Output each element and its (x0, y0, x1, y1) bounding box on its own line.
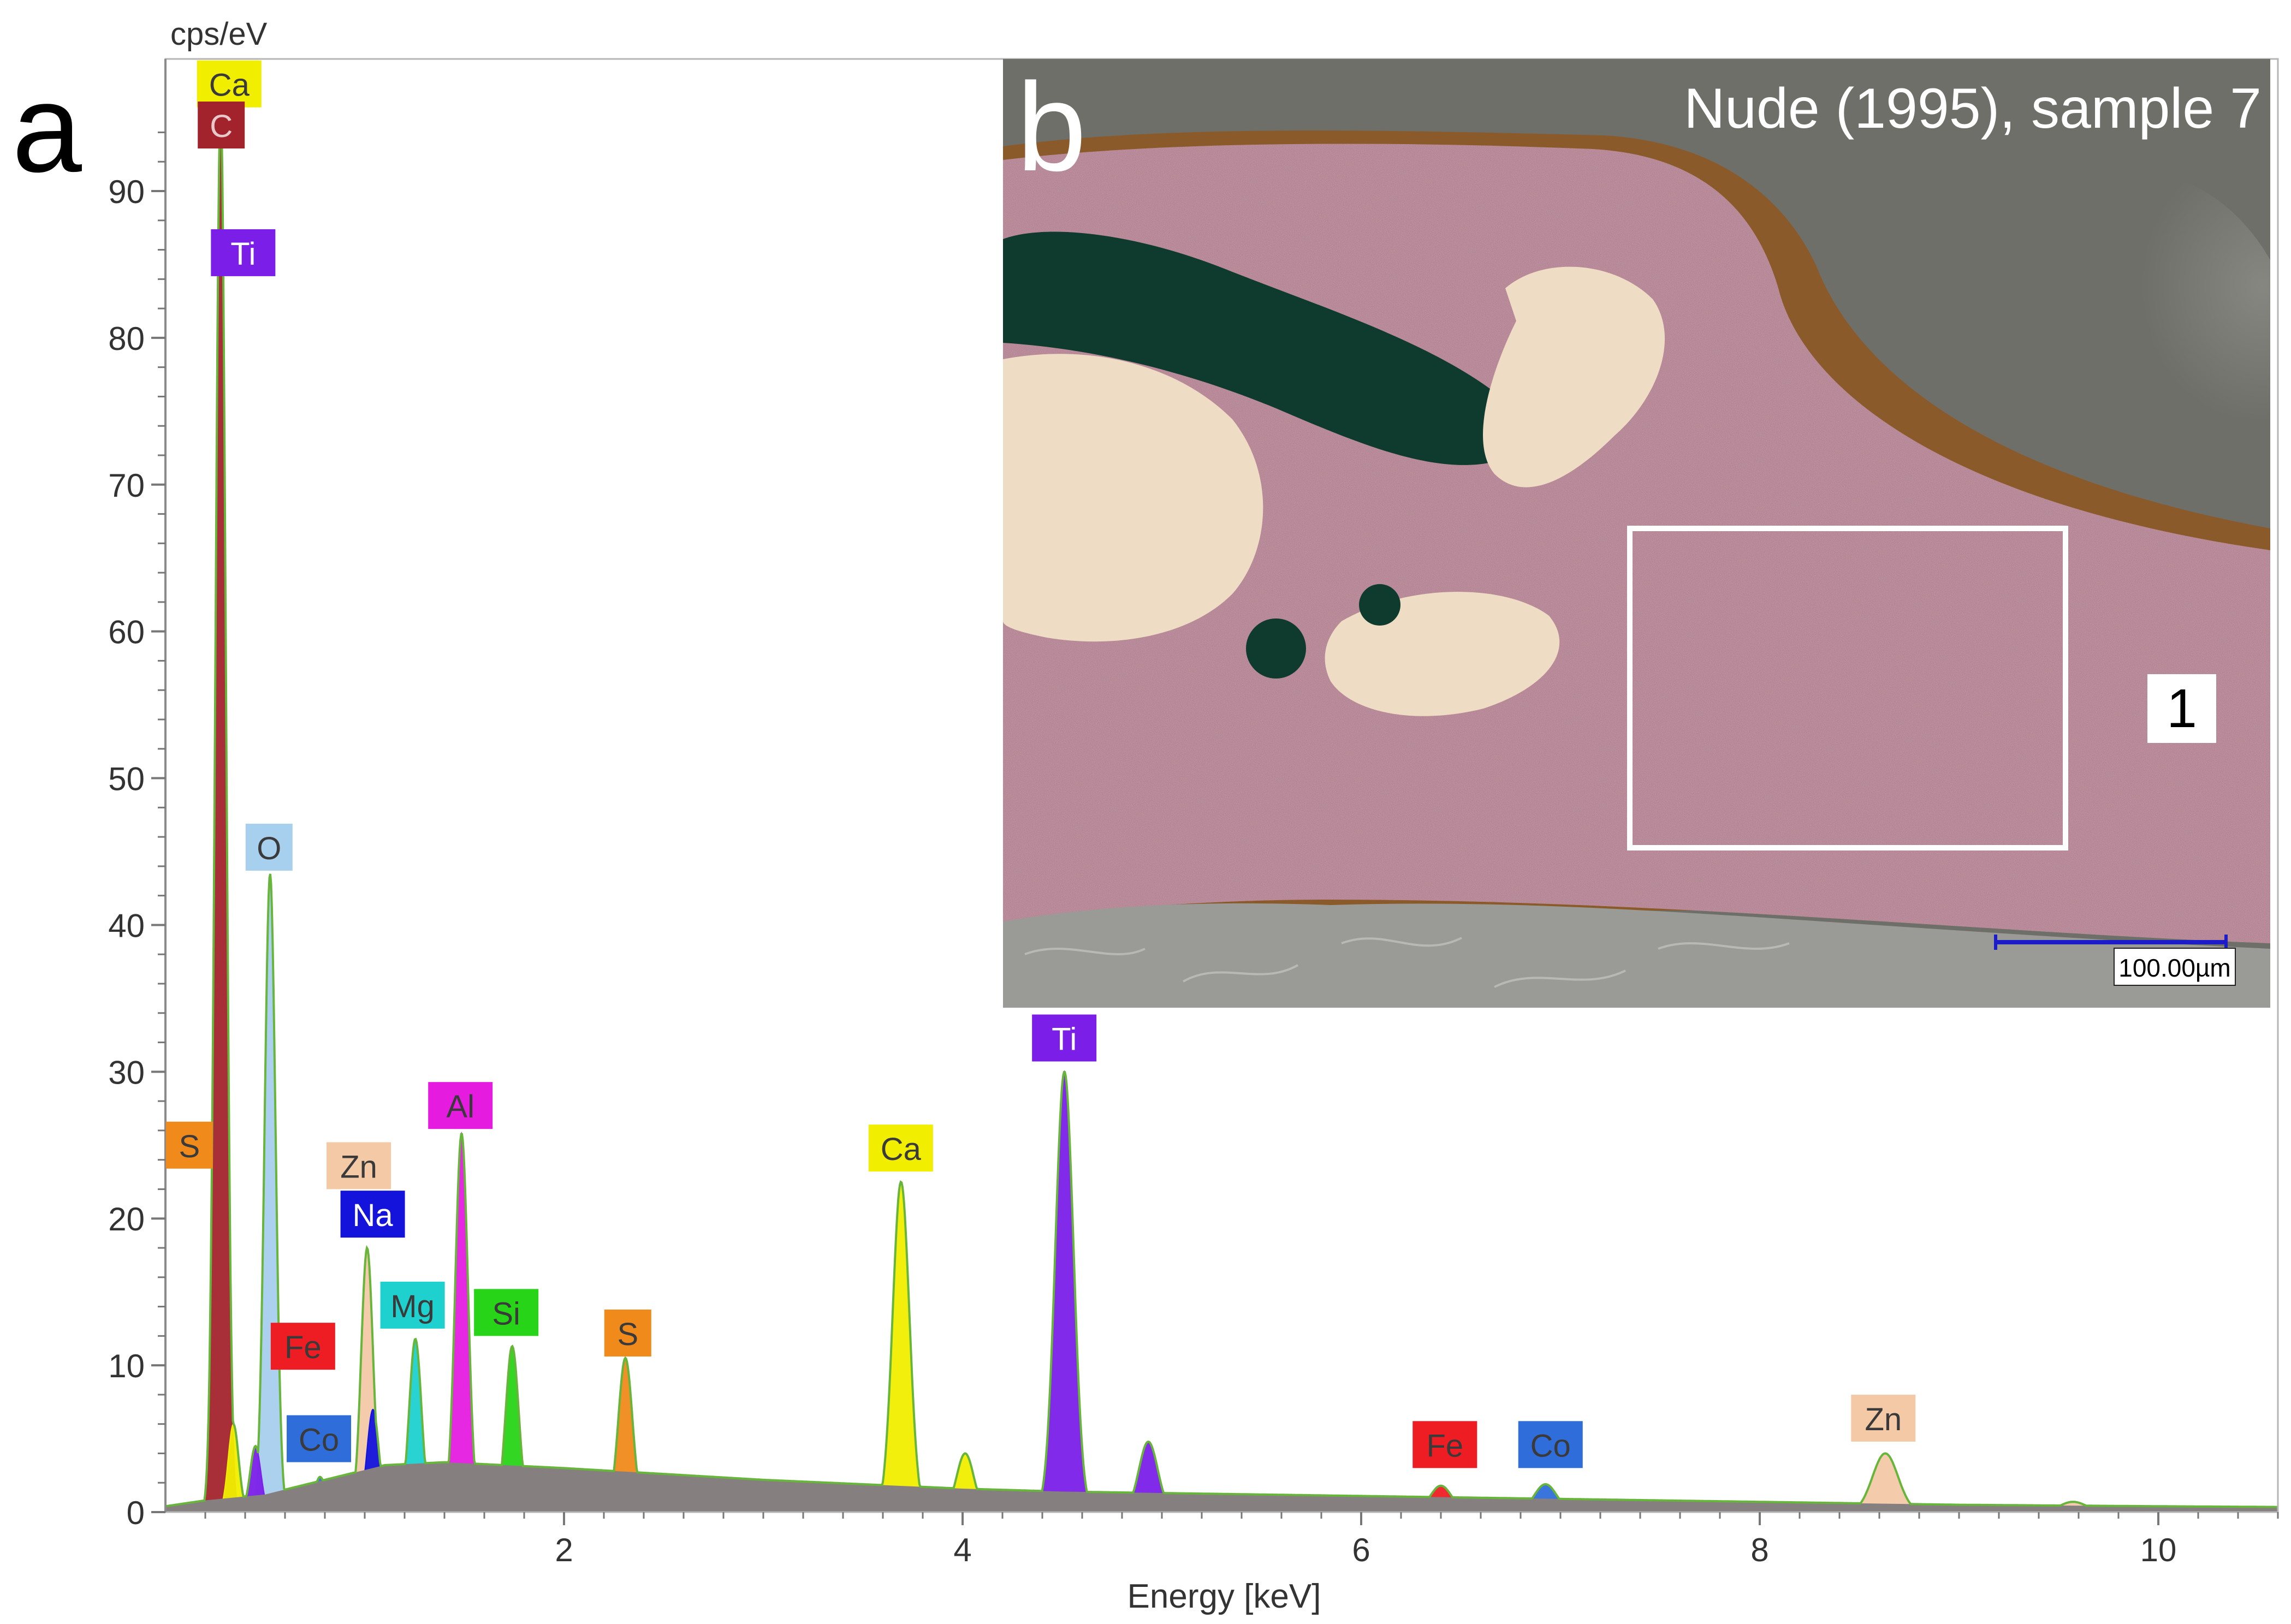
element-label-zn: Zn (1851, 1394, 1916, 1442)
element-label-fe: Fe (270, 1323, 335, 1370)
element-label-co: Co (1518, 1421, 1583, 1468)
analysis-region-box (1627, 526, 2068, 850)
analysis-region-label: 1 (2147, 674, 2216, 743)
panel-letter-a: a (12, 58, 82, 198)
element-label-c: C (198, 102, 245, 148)
x-tick-label: 8 (1750, 1532, 1768, 1568)
cream-inclusion-large (1003, 354, 1263, 642)
element-label-o: O (245, 823, 293, 871)
element-label-box (327, 1142, 391, 1189)
y-axis-label: cps/eV (170, 16, 268, 52)
element-label-text: Co (1530, 1428, 1571, 1464)
element-label-na: Na (340, 1191, 405, 1238)
substrate-layer (1003, 903, 2270, 1008)
y-tick-label: 0 (127, 1495, 145, 1531)
element-label-text: Mg (390, 1289, 435, 1324)
element-label-text: Fe (1426, 1428, 1463, 1464)
background-layer (165, 1462, 2278, 1512)
element-label-box (270, 1323, 335, 1370)
element-label-text: Zn (340, 1149, 377, 1185)
element-label-box (474, 1289, 539, 1336)
element-label-box (287, 1415, 352, 1462)
element-label-text: C (210, 109, 233, 144)
element-label-text: Co (299, 1423, 339, 1458)
element-label-al: Al (428, 1082, 493, 1129)
element-label-text: Fe (284, 1330, 322, 1365)
element-label-box (165, 1121, 213, 1169)
cream-inclusion-upper (1483, 266, 1665, 487)
element-label-box (198, 102, 245, 148)
element-label-text: Ca (881, 1132, 922, 1167)
green-pigment-particle (1359, 584, 1400, 626)
element-label-box (604, 1309, 651, 1357)
element-label-fe: Fe (1412, 1421, 1477, 1468)
element-label-box (211, 229, 276, 276)
element-label-text: Al (446, 1089, 474, 1125)
element-label-text: Ti (230, 236, 256, 272)
element-label-s: S (604, 1309, 651, 1357)
element-label-box (380, 1281, 445, 1329)
element-label-box (1032, 1014, 1097, 1062)
panel-letter-b: b (1017, 59, 1087, 197)
element-label-box (197, 60, 262, 108)
element-label-box (245, 823, 293, 871)
y-tick-label: 90 (108, 174, 145, 210)
micrograph-image (1003, 59, 2270, 1008)
background-area (165, 1462, 2278, 1512)
element-label-text: Zn (1865, 1402, 1902, 1437)
y-tick-label: 30 (108, 1054, 145, 1091)
y-tick-label: 40 (108, 907, 145, 944)
element-label-box (1851, 1394, 1916, 1442)
element-label-ca: Ca (197, 60, 262, 108)
y-tick-label: 10 (108, 1348, 145, 1384)
element-label-text: S (179, 1129, 200, 1164)
element-label-text: Ca (209, 68, 250, 103)
element-label-box (428, 1082, 493, 1129)
element-label-box (1412, 1421, 1477, 1468)
element-label-ca: Ca (868, 1125, 933, 1172)
y-ticks: 0 10 20 30 40 50 60 70 80 90 (108, 131, 165, 1531)
element-label-box (1518, 1421, 1583, 1468)
y-tick-label: 60 (108, 614, 145, 651)
x-ticks: 2 4 6 8 10 (204, 1512, 2279, 1568)
element-label-box (340, 1191, 405, 1238)
green-pigment-inclusion (1003, 231, 1512, 465)
green-pigment-particle (1246, 618, 1306, 679)
x-tick-label: 10 (2140, 1532, 2177, 1568)
element-label-mg: Mg (380, 1281, 445, 1329)
element-label-box (868, 1125, 933, 1172)
element-label-si: Si (474, 1289, 539, 1336)
micrograph-title: Nude (1995), sample 7 (1684, 77, 2262, 140)
y-tick-label: 70 (108, 467, 145, 504)
element-label-text: O (257, 831, 281, 866)
element-label-zn: Zn (327, 1142, 391, 1189)
y-tick-label: 20 (108, 1201, 145, 1238)
x-axis-label: Energy [keV] (1127, 1578, 1321, 1615)
element-label-text: Na (353, 1198, 394, 1233)
element-label-ti: Ti (211, 229, 276, 276)
x-tick-label: 6 (1352, 1532, 1370, 1568)
micrograph-inset: b Nude (1995), sample 7 1 100.00µm (1003, 59, 2270, 1008)
element-label-ti: Ti (1032, 1014, 1097, 1062)
element-label-co: Co (287, 1415, 352, 1462)
spectrum-outline (165, 103, 2278, 1508)
x-tick-label: 2 (555, 1532, 573, 1568)
element-label-text: Si (492, 1296, 520, 1331)
y-tick-label: 80 (108, 320, 145, 357)
x-tick-label: 4 (953, 1532, 971, 1568)
scale-bar-label: 100.00µm (2114, 948, 2236, 986)
element-labels: Ca C Ti O S Zn Na Al Mg Si Fe Co S Ca Ti Fe Co Zn (165, 60, 1916, 1468)
element-label-s: S (165, 1121, 213, 1169)
y-tick-label: 50 (108, 761, 145, 798)
substrate-texture (1024, 937, 1790, 988)
element-label-text: Ti (1052, 1021, 1077, 1057)
element-label-text: S (617, 1317, 638, 1352)
